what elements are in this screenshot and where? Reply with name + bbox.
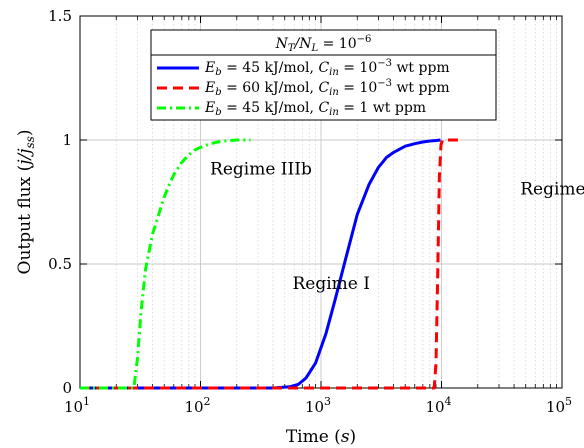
y-tick-label: 0.5 [48,255,72,273]
annotation-layer: Regime IIIb Regime I Regime II [210,160,584,294]
annotation-2: Regime I [292,274,369,294]
legend: NT/NL = 10−6 Eb = 45 kJ/mol, Cin = 10−3 w… [150,29,497,121]
x-axis-title: Time (s) [286,427,356,447]
annotation-1: Regime IIIb [210,160,312,180]
y-axis-title: Output flux (j/jss) [15,130,37,275]
legend-box [150,29,497,121]
x-tick-label: 101 [64,395,90,416]
series-line-3 [80,138,251,390]
legend-entry-2: Eb = 60 kJ/mol, Cin = 10−3 wt ppm [204,78,450,98]
legend-title: NT/NL = 10−6 [275,34,372,54]
axes-layer: 101 102 103 104 105 0 0.5 1 1.5 Time (s) Output fl… [15,7,572,447]
y-tick-label: 0 [62,379,72,397]
series-line-2 [80,138,463,390]
x-tick-label: 105 [546,395,572,416]
y-tick-label: 1.5 [48,7,72,25]
x-tick-label: 103 [305,395,331,416]
x-tick-label: 102 [184,395,210,416]
legend-entry-1: Eb = 45 kJ/mol, Cin = 10−3 wt ppm [204,58,450,78]
annotation-3: Regime II [520,180,584,200]
series-layer [80,138,463,390]
y-tick-label: 1 [62,131,72,149]
x-tick-label: 104 [425,395,451,416]
legend-entry-3: Eb = 45 kJ/mol, Cin = 1 wt ppm [204,100,426,118]
series-line-1 [80,138,441,390]
